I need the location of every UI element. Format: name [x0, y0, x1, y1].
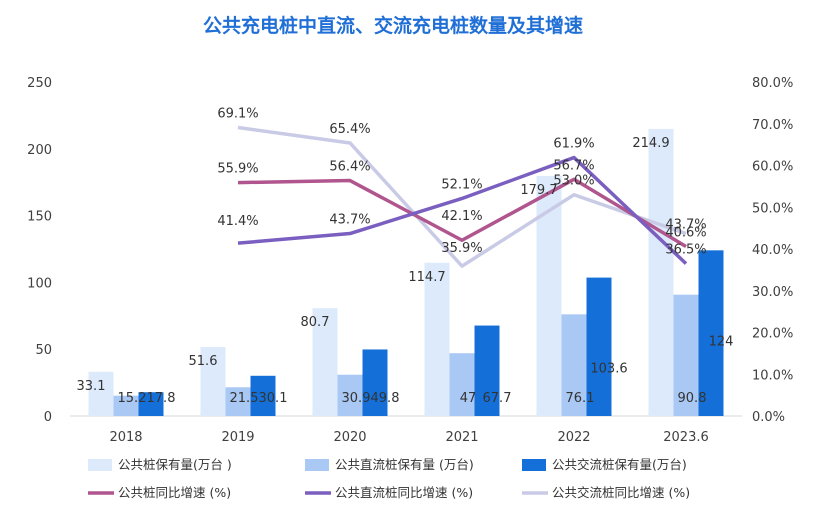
legend-swatch: [88, 459, 112, 471]
line-data-label: 41.4%: [217, 214, 258, 229]
legend-swatch: [522, 459, 546, 471]
bar: [648, 128, 674, 416]
y-left-tick-label: 200: [27, 143, 52, 158]
y-left-tick-label: 0: [44, 410, 52, 425]
bar-data-label: 67.7: [483, 391, 512, 406]
legend-label: 公共桩同比增速 (%): [118, 485, 231, 500]
bar: [138, 392, 164, 416]
bar-data-label: 90.8: [678, 391, 707, 406]
bar: [250, 375, 276, 416]
bar: [362, 349, 388, 416]
x-tick-label: 2018: [109, 430, 142, 445]
y-right-tick-label: 20.0%: [752, 327, 793, 342]
bar: [225, 387, 251, 416]
bar-data-label: 114.7: [408, 270, 445, 285]
line-data-label: 42.1%: [441, 209, 482, 224]
bar: [113, 395, 139, 416]
line-data-label: 56.7%: [553, 158, 594, 173]
legend-label: 公共直流桩保有量 (万台): [335, 457, 474, 472]
y-right-tick-label: 40.0%: [752, 243, 793, 258]
chart-title: 公共充电桩中直流、交流充电桩数量及其增速: [203, 14, 583, 37]
bar: [673, 294, 699, 416]
y-left-tick-label: 150: [27, 210, 52, 225]
bar-data-label: 76.1: [566, 391, 595, 406]
legend-label: 公共交流桩保有量(万台): [552, 457, 687, 472]
bar: [586, 277, 612, 416]
x-tick-label: 2020: [333, 430, 366, 445]
line-data-label: 53.0%: [553, 174, 594, 189]
bar: [474, 325, 500, 416]
bar-data-label: 30.9: [342, 391, 371, 406]
bars: [88, 128, 724, 416]
bar-data-label: 17.8: [147, 391, 176, 406]
bar-data-label: 179.7: [520, 183, 557, 198]
bar-data-label: 49.8: [371, 391, 400, 406]
bar-data-label: 214.9: [632, 136, 669, 151]
y-right-tick-label: 30.0%: [752, 285, 793, 300]
x-tick-label: 2023.6: [663, 430, 709, 445]
y-right-tick-label: 60.0%: [752, 160, 793, 175]
bar: [424, 262, 450, 416]
line-data-label: 35.9%: [441, 241, 482, 256]
y-right-tick-label: 50.0%: [752, 201, 793, 216]
line-data-label: 55.9%: [217, 162, 258, 177]
line-data-label: 43.7%: [665, 218, 706, 233]
line-data-label: 56.4%: [329, 160, 370, 175]
x-tick-label: 2022: [557, 430, 590, 445]
legend-label: 公共交流桩同比增速 (%): [552, 485, 690, 500]
bar: [88, 371, 114, 416]
bar-data-label: 51.6: [189, 354, 218, 369]
line-data-label: 61.9%: [553, 137, 594, 152]
legend-swatch: [305, 459, 329, 471]
line-data-label: 52.1%: [441, 177, 482, 192]
legend-label: 公共桩保有量(万台 ): [118, 457, 232, 472]
bar: [337, 374, 363, 416]
axes: 0 50 100 150 200 250 0.0% 10.0% 20.0% 30.0% 40.0% 5…: [27, 76, 793, 445]
y-right-tick-label: 10.0%: [752, 368, 793, 383]
y-left-tick-label: 100: [27, 276, 52, 291]
bar-data-label: 33.1: [77, 379, 106, 394]
bar-data-label: 30.1: [259, 391, 288, 406]
line-data-label: 40.6%: [665, 225, 706, 240]
bar-data-label: 15.2: [118, 391, 147, 406]
bar: [312, 308, 338, 416]
series-line: [237, 155, 688, 265]
bar-data-label: 124: [709, 334, 734, 349]
legend-label: 公共直流桩同比增速 (%): [335, 485, 473, 500]
y-right-tick-label: 70.0%: [752, 118, 793, 133]
bar: [449, 353, 475, 416]
lines: [237, 125, 688, 268]
x-tick-label: 2019: [221, 430, 254, 445]
bar: [200, 347, 226, 416]
legend: 公共桩保有量(万台 ) 公共直流桩保有量 (万台) 公共交流桩保有量(万台) 公共桩同…: [88, 457, 690, 500]
line-data-label: 36.5%: [665, 243, 706, 258]
series-line: [237, 125, 687, 268]
line-data-label: 43.7%: [329, 213, 370, 228]
line-data-label: 69.1%: [217, 107, 258, 122]
bar-data-label: 103.6: [590, 362, 627, 377]
y-left-tick-label: 50: [35, 343, 52, 358]
x-tick-label: 2021: [445, 430, 478, 445]
y-left-tick-label: 250: [27, 76, 52, 91]
bar: [698, 250, 724, 416]
line-data-label: 65.4%: [329, 122, 370, 137]
bar-data-label: 21.5: [230, 391, 259, 406]
bar: [561, 314, 587, 416]
y-right-tick-label: 0.0%: [752, 410, 785, 425]
series-line: [237, 177, 687, 248]
bar-data-label: 80.7: [301, 315, 330, 330]
bar-data-label: 47: [460, 391, 477, 406]
y-right-tick-label: 80.0%: [752, 76, 793, 91]
